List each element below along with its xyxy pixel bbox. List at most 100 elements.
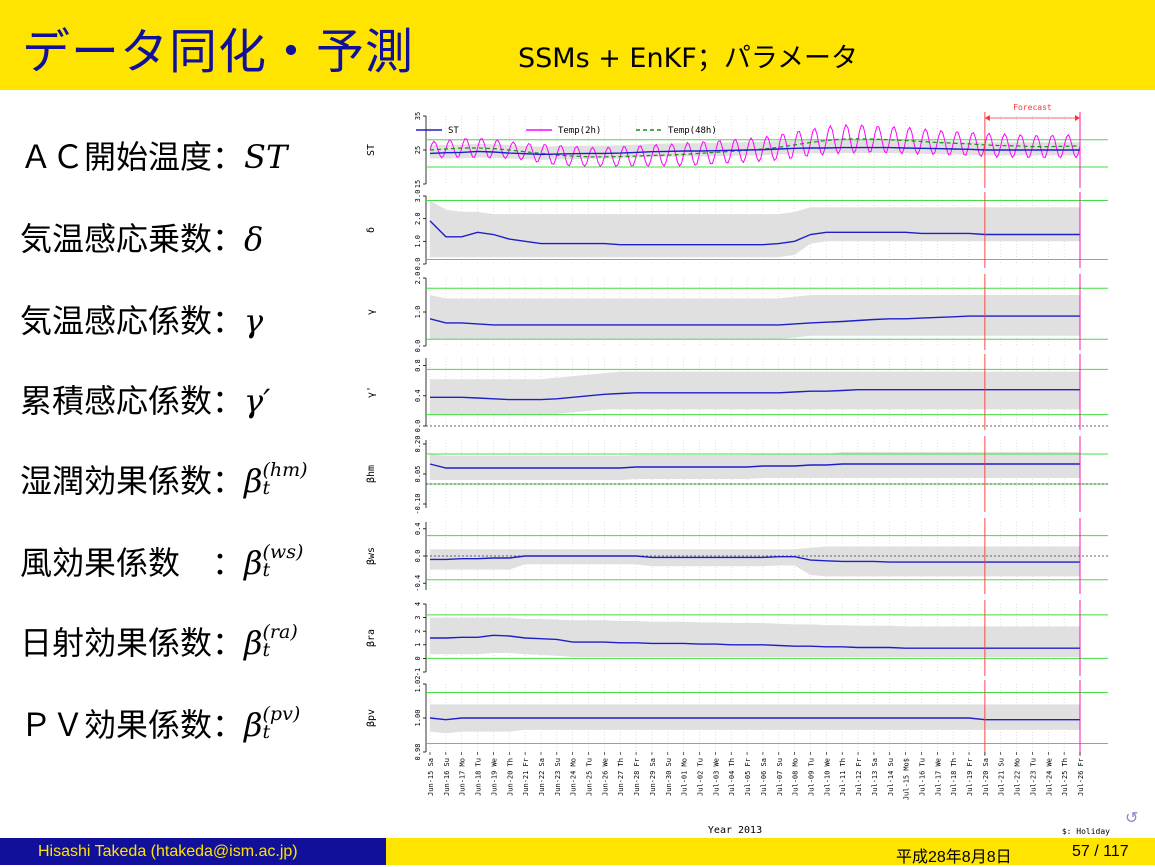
parameter-row: 日射効果係数：β (ra) t	[20, 618, 298, 664]
x-tick-label: Jun-20 Th	[506, 758, 514, 796]
footer-right-bar	[386, 838, 1155, 865]
uncertainty-band	[430, 200, 1080, 258]
x-tick-label: Jun-24 Mo	[570, 758, 578, 796]
parameter-symbol: ST	[244, 138, 288, 176]
y-axis-label: γ'	[366, 386, 377, 398]
parameter-superscript: (pv)	[262, 703, 301, 725]
parameter-label: 日射効果係数：	[20, 624, 245, 662]
x-tick-label: Jun-30 Su	[665, 758, 673, 796]
footer-page-number: 57 / 117	[1072, 843, 1129, 860]
x-tick-label: Jul-02 Tu	[697, 758, 705, 796]
uncertainty-band	[430, 617, 1080, 657]
y-tick-label: -1	[414, 668, 422, 676]
series-line	[430, 555, 1080, 563]
parameter-label: ＡＣ開始温度：	[20, 138, 245, 176]
series-line	[429, 717, 1080, 721]
parameter-row: 気温感応乗数：δ	[20, 214, 263, 260]
x-tick-label: Jul-22 Mo	[1014, 758, 1022, 796]
y-tick-label: 1.0	[414, 235, 422, 248]
x-tick-label: Jun-15 Sa	[427, 758, 435, 796]
slide-header: データ同化・予測 SSMs + EnKF；パラメータ	[0, 0, 1155, 90]
parameter-subscript: t	[262, 559, 271, 581]
legend-label: Temp(48h)	[668, 126, 717, 136]
parameter-symbol: δ	[244, 220, 264, 258]
y-tick-label: 2.0	[414, 212, 422, 225]
y-tick-label: 1.0	[414, 306, 422, 319]
x-tick-label: Jul-05 Fr	[744, 758, 752, 796]
series-line	[430, 634, 1080, 649]
x-axis-title: Year 2013	[708, 825, 762, 836]
y-tick-label: 1.02	[414, 676, 422, 693]
parameter-superscript: (ws)	[262, 541, 304, 563]
parameter-label: 風効果係数 ：	[20, 544, 245, 582]
parameter-subscript: t	[262, 477, 271, 499]
y-axis-label: δ	[366, 227, 377, 233]
x-tick-label: Jul-18 Th	[950, 758, 958, 796]
x-tick-label: Jul-04 Th	[728, 758, 736, 796]
parameter-row: ＰＶ効果係数：β (pv) t	[20, 700, 300, 746]
navigation-loop-icon[interactable]: ↺	[1125, 810, 1139, 827]
x-tick-label: Jul-07 Su	[776, 758, 784, 796]
parameter-row: ＡＣ開始温度：ST	[20, 132, 287, 178]
x-tick-label: Jun-22 Sa	[538, 758, 546, 796]
series-line	[429, 315, 1080, 326]
y-axis-label: βpv	[366, 709, 377, 727]
y-tick-label: 0.4	[414, 522, 422, 535]
x-tick-label: Jun-18 Tu	[475, 758, 483, 796]
parameter-row: 湿潤効果係数：β (hm) t	[20, 456, 308, 502]
parameter-symbol: β	[244, 706, 263, 744]
x-tick-label: Jul-21 Su	[998, 758, 1006, 796]
y-tick-label: 0.98	[414, 744, 422, 761]
series-line	[429, 220, 1080, 246]
x-tick-label: Jul-10 We	[823, 758, 831, 796]
x-tick-label: Jul-19 Fr	[966, 758, 974, 796]
x-tick-label: Jun-28 Fr	[633, 758, 641, 796]
y-axis-label: βws	[366, 547, 377, 565]
y-tick-label: 0.0	[414, 420, 422, 433]
slide-title: データ同化・予測	[22, 24, 415, 80]
y-tick-label: 0.05	[414, 466, 422, 483]
y-tick-label: 2.0	[414, 272, 422, 285]
legend-label: ST	[448, 126, 459, 136]
x-tick-label: Jul-03 We	[712, 758, 720, 796]
y-tick-label: 0.0	[414, 340, 422, 353]
x-tick-label: Jul-16 Tu	[918, 758, 926, 796]
x-tick-label: Jun-26 We	[601, 758, 609, 796]
y-tick-label: 3.0	[414, 190, 422, 203]
y-tick-label: 3	[414, 615, 422, 619]
x-tick-label: Jul-24 We	[1045, 758, 1053, 796]
parameter-label: 気温感応係数：	[20, 302, 245, 340]
parameter-row: 累積感応係数：γ′	[20, 376, 270, 422]
x-tick-label: Jun-27 Th	[617, 758, 625, 796]
y-tick-label: 0.4	[414, 389, 422, 402]
y-tick-label: 15	[414, 180, 422, 188]
y-axis-label: γ	[366, 309, 377, 315]
y-tick-label: 0.8	[414, 359, 422, 372]
x-tick-label: Jun-21 Fr	[522, 758, 530, 796]
parameter-row: 気温感応係数：γ	[20, 296, 263, 342]
x-tick-label: Jul-14 Su	[887, 758, 895, 796]
parameter-symbol: β	[244, 624, 263, 662]
parameter-subscript: t	[262, 721, 271, 743]
y-tick-label: 0.0	[414, 550, 422, 563]
forecast-arrowhead-left	[984, 115, 990, 121]
x-tick-label: Jun-17 Mo	[459, 758, 467, 796]
x-tick-label: Jun-25 Tu	[586, 758, 594, 796]
y-tick-label: 1.00	[414, 710, 422, 727]
parameter-superscript: (hm)	[262, 459, 308, 481]
y-axis-label: βra	[366, 629, 377, 647]
legend-label: Temp(2h)	[558, 126, 601, 136]
y-axis-label: βhm	[366, 465, 377, 483]
x-tick-label: Jun-19 We	[490, 758, 498, 796]
y-tick-label: 35	[414, 112, 422, 120]
forecast-arrowhead-right	[1075, 115, 1080, 121]
slide-subtitle: SSMs + EnKF；パラメータ	[518, 43, 859, 74]
parameter-subscript: t	[262, 639, 271, 661]
y-tick-label: -0.4	[414, 575, 422, 592]
x-tick-label: Jul-11 Th	[839, 758, 847, 796]
x-tick-label: Jul-08 Mo	[792, 758, 800, 796]
series-line	[429, 146, 1080, 156]
uncertainty-band	[430, 704, 1080, 734]
footer-left-bar: Hisashi Takeda (htakeda@ism.ac.jp)	[0, 838, 386, 865]
x-tick-label: Jul-15 Mo$	[903, 758, 911, 800]
